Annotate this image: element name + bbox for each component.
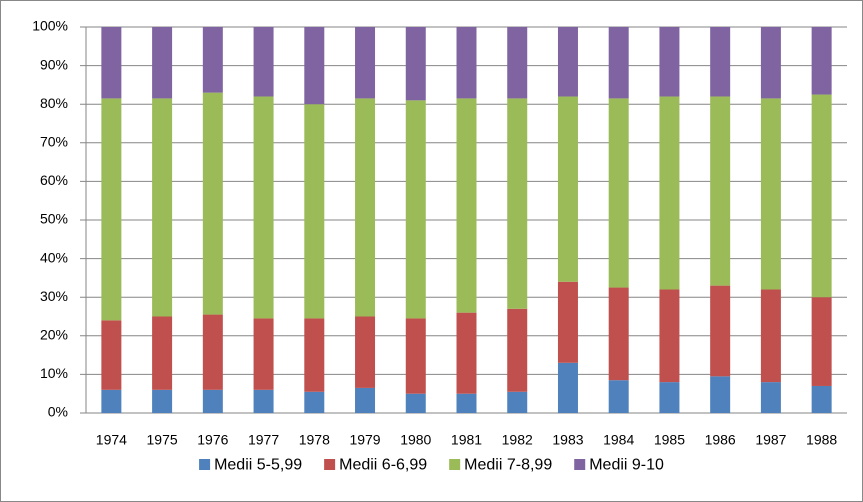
y-tick-label: 70% [40,134,68,150]
bar-segment [304,391,325,413]
legend-swatch [574,459,586,470]
bar-segment [659,27,680,97]
bar-segment [405,393,426,413]
bar-segment [456,312,477,394]
bar-segment [304,104,325,319]
bar-segment [659,289,680,383]
bar-segment [811,27,832,95]
bar-segment [456,98,477,313]
bar-segment [507,308,528,392]
bar-segment [659,382,680,413]
legend-label: Medii 5-5,99 [214,457,302,474]
bar-segment [355,98,376,317]
bar-segment [557,281,578,363]
legend-swatch [324,459,336,470]
bar-segment [456,393,477,413]
bar-segment [253,96,274,319]
legend-label: Medii 9-10 [589,457,664,474]
bar-segment [557,362,578,413]
bar-segment [152,98,173,317]
bar-segment [760,27,781,99]
x-tick-label: 1981 [451,432,482,448]
bar-segment [760,98,781,290]
bar-segment [811,385,832,413]
bar-segment [710,376,731,413]
x-tick-label: 1986 [705,432,736,448]
x-tick-label: 1974 [96,432,127,448]
bar-segment [304,318,325,392]
bar-segment [152,316,173,390]
bar-segment [101,98,122,321]
bar-segment [608,98,629,288]
bar-segment [253,318,274,390]
y-tick-label: 40% [40,249,68,265]
bar-segment [405,318,426,394]
bar-segment [202,92,223,315]
bar-segment [760,382,781,413]
legend-label: Medii 6-6,99 [339,457,427,474]
bar-segment [202,389,223,413]
x-tick-label: 1978 [299,432,330,448]
y-tick-label: 20% [40,327,68,343]
bar-segment [101,320,122,390]
bar-segment [557,96,578,282]
y-tick-label: 100% [32,18,68,34]
bar-segment [253,389,274,413]
bar-segment [710,96,731,286]
bar-segment [405,100,426,319]
bar-segment [710,27,731,97]
x-tick-label: 1977 [248,432,279,448]
x-tick-label: 1985 [654,432,685,448]
y-tick-label: 60% [40,172,68,188]
bar-segment [760,289,781,383]
legend-swatch [199,459,211,470]
bar-segment [304,27,325,105]
bar-segment [355,316,376,388]
x-tick-label: 1976 [197,432,228,448]
y-tick-label: 90% [40,56,68,72]
y-tick-label: 30% [40,288,68,304]
x-tick-label: 1987 [755,432,786,448]
bar-segment [557,27,578,97]
bar-segment [101,389,122,413]
bar-segment [811,297,832,386]
legend-label: Medii 7-8,99 [464,457,552,474]
bar-segment [507,391,528,413]
bar-segment [608,380,629,413]
bar-segment [152,389,173,413]
bar-segment [253,27,274,97]
bar-segment [507,98,528,309]
bar-segment [202,27,223,93]
bar-segment [405,27,426,101]
bar-segment [710,285,731,377]
bar-segment [811,94,832,298]
x-tick-label: 1975 [147,432,178,448]
bar-segment [608,27,629,99]
legend-swatch [449,459,461,470]
x-tick-label: 1988 [806,432,837,448]
bar-segment [355,387,376,413]
bar-segment [202,314,223,390]
bar-segment [355,27,376,99]
bar-segment [608,287,629,381]
x-tick-label: 1984 [603,432,634,448]
bar-segment [507,27,528,99]
x-tick-label: 1979 [349,432,380,448]
bar-segment [101,27,122,99]
x-tick-label: 1980 [400,432,431,448]
x-tick-label: 1983 [552,432,583,448]
bar-segment [456,27,477,99]
y-tick-label: 10% [40,365,68,381]
y-tick-label: 50% [40,211,68,227]
bar-segment [152,27,173,99]
y-tick-label: 0% [48,404,68,420]
x-tick-label: 1982 [502,432,533,448]
y-tick-label: 80% [40,95,68,111]
bar-segment [659,96,680,290]
